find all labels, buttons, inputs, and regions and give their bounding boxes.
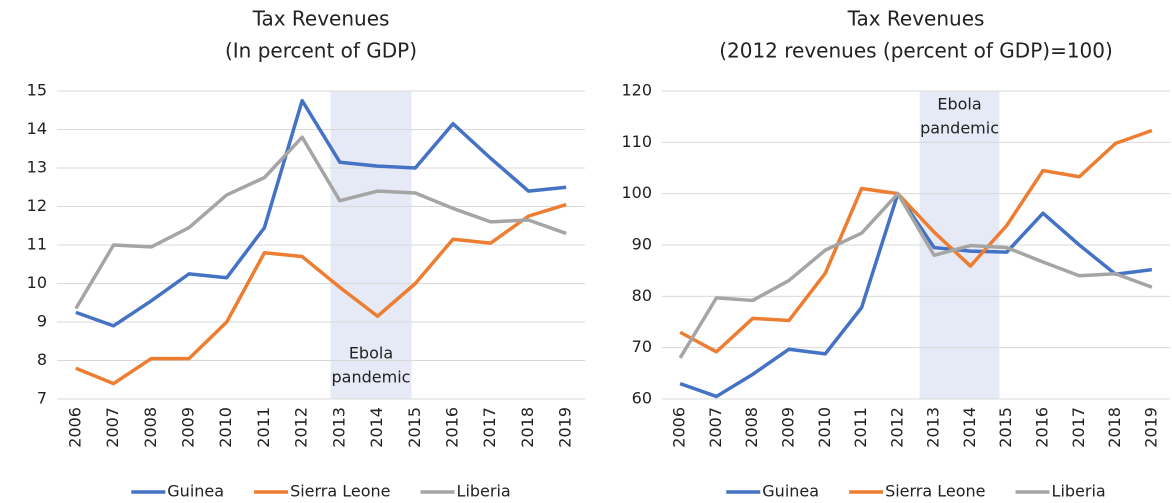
- x-tick-label: 2012: [887, 407, 906, 448]
- y-tick-label: 110: [621, 132, 652, 151]
- y-tick-label: 90: [632, 235, 652, 254]
- x-tick-label: 2009: [779, 407, 798, 448]
- legend-label: Liberia: [1052, 482, 1106, 501]
- series-line: [75, 202, 567, 386]
- x-tick-label: 2009: [179, 407, 198, 448]
- series-line: [74, 135, 567, 310]
- x-tick-label: 2014: [367, 407, 386, 448]
- x-tick-label: 2008: [742, 407, 761, 448]
- x-tick-label: 2019: [556, 407, 575, 448]
- x-tick-label: 2013: [924, 407, 943, 448]
- x-tick-label: 2007: [103, 407, 122, 448]
- legend-label: Liberia: [457, 482, 511, 501]
- x-tick-label: 2007: [706, 407, 725, 448]
- y-tick-label: 11: [27, 235, 47, 254]
- x-tick-label: 2006: [670, 407, 689, 448]
- y-tick-label: 14: [27, 119, 47, 138]
- series-line: [679, 128, 1153, 354]
- x-tick-label: 2008: [141, 407, 160, 448]
- x-tick-label: 2014: [960, 407, 979, 448]
- y-tick-label: 8: [37, 350, 47, 369]
- x-tick-label: 2010: [216, 407, 235, 448]
- x-tick-label: 2017: [480, 407, 499, 448]
- x-tick-label: 2006: [65, 407, 84, 448]
- y-tick-label: 100: [621, 183, 652, 202]
- legend-label: Guinea: [762, 482, 819, 501]
- y-tick-label: 70: [632, 337, 652, 356]
- x-tick-label: 2016: [443, 407, 462, 448]
- shade-label: Ebola: [937, 95, 981, 114]
- shade-label: Ebola: [349, 344, 393, 363]
- y-tick-label: 60: [632, 389, 652, 408]
- y-tick-label: 7: [37, 389, 47, 408]
- y-tick-label: 15: [27, 81, 47, 100]
- legend-label: Guinea: [167, 482, 224, 501]
- chart-title: (2012 revenues (percent of GDP)=100): [719, 39, 1113, 63]
- x-tick-label: 2019: [1141, 407, 1160, 448]
- x-tick-label: 2017: [1069, 407, 1088, 448]
- x-tick-label: 2013: [329, 407, 348, 448]
- y-tick-label: 13: [27, 158, 47, 177]
- series-line: [679, 191, 1153, 399]
- shade-label: pandemic: [332, 368, 411, 387]
- x-tick-label: 2015: [996, 407, 1015, 448]
- y-tick-label: 10: [27, 273, 47, 292]
- legend-label: Sierra Leone: [885, 482, 985, 501]
- shade-label: pandemic: [920, 119, 999, 138]
- x-tick-label: 2012: [292, 407, 311, 448]
- series-line: [75, 98, 567, 328]
- x-tick-label: 2018: [518, 407, 537, 448]
- series-line: [678, 191, 1153, 359]
- x-tick-label: 2018: [1105, 407, 1124, 448]
- x-tick-label: 2015: [405, 407, 424, 448]
- chart-title: Tax Revenues: [252, 7, 390, 31]
- y-tick-label: 9: [37, 312, 47, 331]
- chart-title: (In percent of GDP): [225, 39, 417, 63]
- y-tick-label: 120: [621, 81, 652, 100]
- y-tick-label: 80: [632, 286, 652, 305]
- legend-label: Sierra Leone: [290, 482, 390, 501]
- x-tick-label: 2010: [815, 407, 834, 448]
- x-tick-label: 2011: [254, 407, 273, 448]
- y-tick-label: 12: [27, 196, 47, 215]
- chart-title: Tax Revenues: [847, 7, 985, 31]
- x-tick-label: 2016: [1033, 407, 1052, 448]
- x-tick-label: 2011: [851, 407, 870, 448]
